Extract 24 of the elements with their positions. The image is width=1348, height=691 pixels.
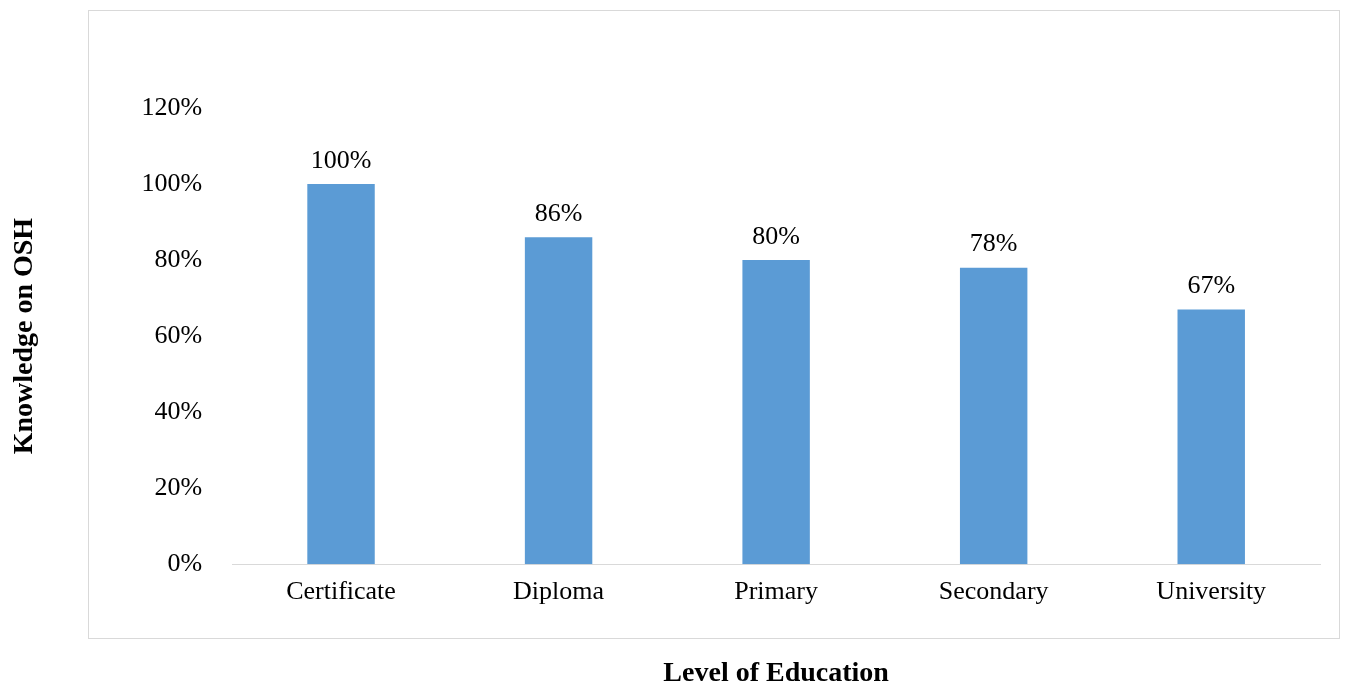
bar [1177, 309, 1245, 565]
bar [742, 260, 810, 565]
y-tick-label: 0% [167, 548, 203, 578]
y-axis-title: Knowledge on OSH [7, 217, 39, 455]
data-label: 86% [534, 198, 583, 228]
x-axis-title: Level of Education [663, 656, 890, 688]
bar [959, 267, 1028, 565]
y-tick-label: 20% [154, 471, 203, 501]
y-tick-label: 60% [154, 319, 203, 349]
y-tick-label: 100% [141, 167, 203, 197]
data-label: 100% [310, 144, 372, 174]
bar [307, 184, 375, 565]
x-tick-label: Diploma [513, 575, 605, 605]
x-tick-label: Primary [734, 575, 819, 605]
data-label: 67% [1187, 270, 1236, 300]
x-tick-label: Secondary [938, 575, 1049, 605]
data-label: 78% [969, 228, 1018, 258]
bar [524, 237, 593, 565]
data-label: 80% [752, 220, 800, 250]
x-tick-label: University [1156, 575, 1267, 605]
y-tick-label: 120% [141, 91, 203, 121]
y-tick-label: 40% [154, 395, 203, 425]
y-tick-label: 80% [154, 243, 203, 273]
x-tick-label: Certificate [286, 575, 396, 605]
